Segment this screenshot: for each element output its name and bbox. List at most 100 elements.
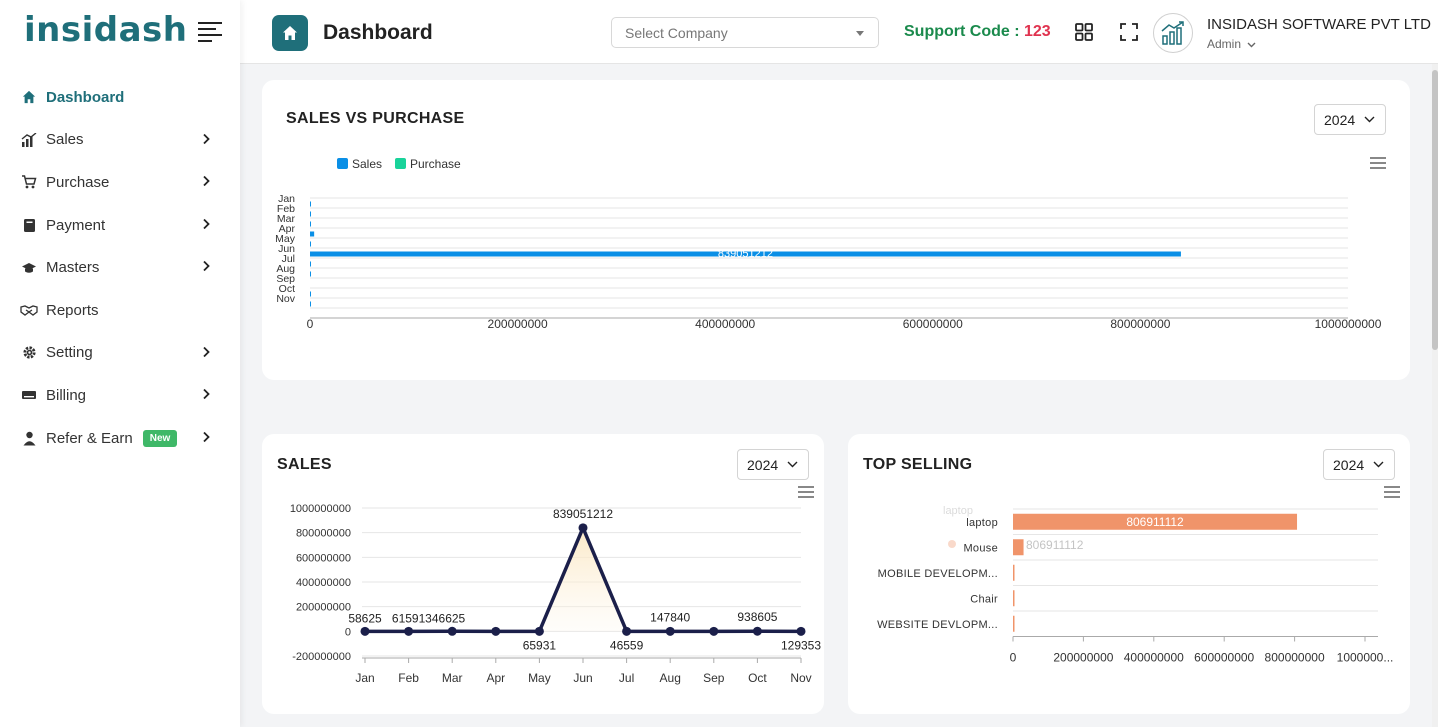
sidebar-item-label: Payment [46, 216, 106, 234]
sales-bar[interactable] [310, 301, 311, 307]
sales-bar[interactable] [310, 251, 1181, 257]
sales-bar[interactable] [310, 271, 311, 277]
data-label: 46559 [610, 638, 644, 652]
user-role-dropdown[interactable]: Admin [1207, 37, 1256, 51]
sidebar-item-billing[interactable]: Billing [0, 374, 240, 417]
sidebar-item-label: Sales [46, 131, 84, 149]
x-tick-label: 800000000 [1110, 317, 1170, 331]
menu-toggle-icon[interactable] [198, 22, 222, 42]
year-select[interactable]: 2024 [1323, 449, 1395, 480]
sidebar-item-payment[interactable]: Payment [0, 204, 240, 247]
chart-menu-icon[interactable] [1384, 486, 1400, 498]
data-label: 147840 [650, 610, 690, 624]
sales-bar[interactable] [310, 221, 311, 227]
year-select[interactable]: 2024 [1314, 104, 1386, 135]
sidebar-item-label: Refer & Earn [46, 429, 133, 447]
y-tick-label: 1000000000 [290, 503, 351, 515]
sidebar-item-masters[interactable]: Masters [0, 246, 240, 289]
x-tick-label: Jun [573, 671, 592, 685]
y-tick-label: Jun [278, 243, 295, 255]
data-label: 839051212 [718, 248, 773, 260]
y-tick-label: Sep [276, 273, 295, 285]
sales-bar[interactable] [310, 291, 311, 297]
sales-point[interactable] [796, 626, 806, 636]
sales-bar[interactable] [310, 211, 311, 217]
chart-growth-icon [1161, 21, 1184, 45]
y-tick-label: Jul [282, 253, 295, 265]
sales-point[interactable] [752, 626, 762, 636]
top-selling-bar[interactable] [1013, 615, 1015, 632]
sidebar-item-sales[interactable]: Sales [0, 119, 240, 162]
card-title: SALES [277, 456, 332, 473]
keyboard-icon [20, 386, 38, 404]
avatar[interactable] [1153, 13, 1193, 53]
year-value: 2024 [1333, 457, 1365, 473]
page-scrollbar[interactable] [1432, 64, 1438, 727]
sales-point[interactable] [622, 626, 632, 636]
apps-grid-icon[interactable] [1074, 22, 1094, 42]
chart-menu-icon[interactable] [798, 486, 814, 498]
sales-point[interactable] [665, 626, 675, 636]
chart-menu-icon[interactable] [1370, 157, 1386, 169]
top-selling-card: TOP SELLING 2024 0 200000000 400000000 6000… [848, 434, 1410, 714]
legend-label: Sales [352, 157, 382, 171]
x-tick-label: Sep [703, 671, 725, 685]
chart-legend[interactable]: Sales Purchase [337, 157, 461, 171]
sales-bar[interactable] [310, 201, 311, 207]
sales-bar[interactable] [310, 241, 311, 247]
year-select[interactable]: 2024 [737, 449, 809, 480]
x-tick-label: 200000000 [1053, 651, 1113, 665]
y-tick-label: Mouse [963, 542, 998, 554]
sales-point[interactable] [534, 626, 544, 636]
sales-point[interactable] [404, 626, 414, 636]
sidebar-item-dashboard[interactable]: Dashboard [0, 76, 240, 119]
y-tick-label: 600000000 [296, 552, 351, 564]
brand-logo[interactable]: insidash [24, 10, 188, 50]
x-tick-label: 200000000 [488, 317, 548, 331]
y-tick-label: Oct [279, 283, 295, 295]
sales-point[interactable] [360, 626, 370, 636]
graduation-cap-icon [20, 259, 38, 277]
top-selling-bar[interactable] [1013, 564, 1015, 581]
sales-point[interactable] [447, 626, 457, 636]
sidebar-item-reports[interactable]: Reports [0, 289, 240, 332]
sidebar-item-setting[interactable]: Setting [0, 332, 240, 375]
sidebar-nav: Dashboard Sales Purchase Payment Masters Repo… [0, 76, 240, 459]
sales-vs-purchase-card: SALES VS PURCHASE 2024 Sales Purchase Jan F… [262, 80, 1410, 380]
scrollbar-thumb[interactable] [1432, 70, 1438, 350]
company-select[interactable]: Select Company [611, 17, 879, 48]
sidebar: insidash Dashboard Sales Purchase Payment Ma… [0, 0, 240, 727]
tooltip-value: 806911112 [1026, 538, 1084, 552]
sidebar-item-refer-earn[interactable]: Refer & Earn New [0, 417, 240, 460]
chevron-right-icon [203, 218, 210, 229]
top-selling-bar[interactable] [1013, 539, 1024, 556]
y-tick-label: Apr [279, 223, 296, 235]
home-button[interactable] [272, 15, 308, 51]
x-tick-label: May [528, 671, 551, 685]
chevron-right-icon [203, 176, 210, 187]
tooltip-marker [948, 540, 956, 548]
sales-bar[interactable] [310, 231, 315, 237]
chevron-down-icon [1364, 116, 1375, 123]
sales-point[interactable] [491, 626, 501, 636]
sidebar-item-purchase[interactable]: Purchase [0, 161, 240, 204]
year-value: 2024 [1324, 112, 1356, 128]
x-tick-label: 400000000 [1124, 651, 1184, 665]
sales-point[interactable] [709, 626, 719, 636]
top-selling-bar[interactable] [1013, 513, 1298, 530]
sales-vs-purchase-chart: Sales Purchase JanFebMarAprMayJunJulAugSep… [275, 157, 1382, 331]
data-label: 65931 [523, 638, 557, 652]
y-tick-label: 200000000 [296, 602, 351, 614]
x-tick-label: Aug [660, 671, 681, 685]
sales-bar[interactable] [310, 261, 311, 267]
y-tick-label: 400000000 [296, 577, 351, 589]
sidebar-item-label: Billing [46, 386, 87, 404]
sales-point[interactable] [578, 523, 588, 533]
y-tick-label: Aug [276, 263, 295, 275]
fullscreen-icon[interactable] [1119, 22, 1139, 42]
top-selling-bar[interactable] [1013, 590, 1015, 607]
card-title: TOP SELLING [863, 456, 973, 473]
x-tick-label: Oct [748, 671, 767, 685]
support-code: Support Code : 123 [904, 23, 1051, 41]
user-role: Admin [1207, 37, 1242, 51]
